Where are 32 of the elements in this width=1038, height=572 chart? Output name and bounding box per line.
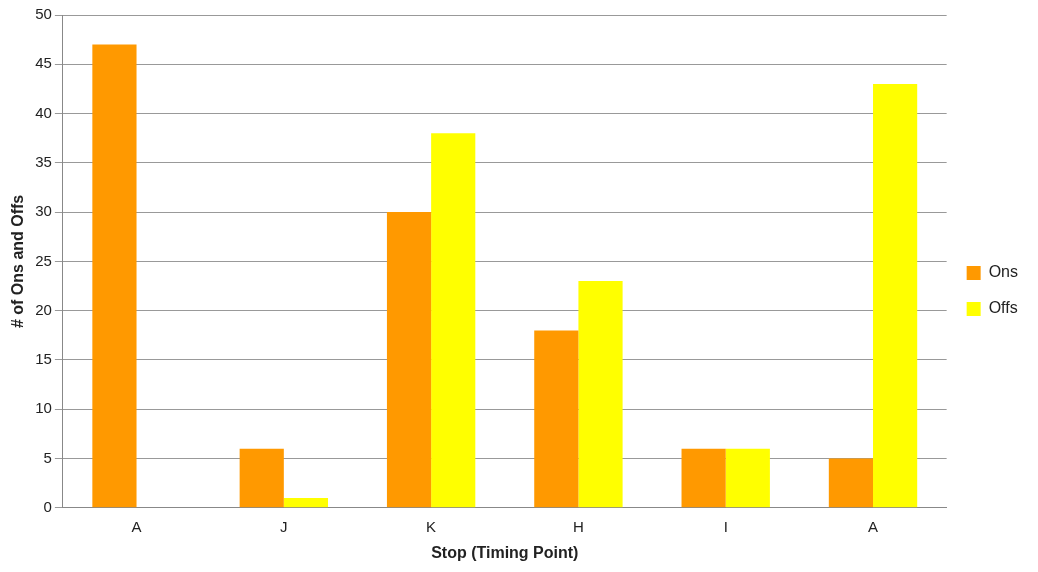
bar: [386, 212, 432, 508]
bar: [725, 448, 770, 508]
bar: [431, 133, 476, 508]
bar: [92, 44, 137, 508]
y-axis-title: # of Ons and Offs: [9, 194, 27, 329]
bar: [239, 448, 284, 508]
x-tick-label: J: [280, 517, 288, 535]
y-tick-label: 5: [43, 448, 52, 466]
x-axis-title: Stop (Timing Point): [431, 543, 579, 561]
y-tick-label: 40: [35, 103, 52, 121]
legend-label: Offs: [988, 299, 1018, 317]
y-tick-label: 20: [35, 300, 52, 318]
bar: [283, 497, 329, 508]
y-tick-label: 45: [35, 54, 52, 72]
y-tick-label: 0: [43, 497, 52, 515]
bar: [681, 448, 726, 508]
x-tick-label: A: [131, 517, 142, 535]
x-tick-label: A: [868, 517, 879, 535]
bar: [828, 458, 874, 508]
x-tick-label: K: [426, 517, 437, 535]
bar: [534, 330, 579, 508]
legend-label: Ons: [988, 263, 1018, 281]
y-tick-label: 35: [35, 152, 52, 170]
x-tick-label: I: [723, 517, 728, 535]
bar: [578, 281, 623, 508]
y-tick-label: 50: [35, 5, 52, 23]
y-tick-label: 25: [35, 251, 52, 269]
y-tick-label: 30: [35, 202, 52, 220]
bar: [873, 83, 918, 508]
x-tick-label: H: [573, 517, 584, 535]
y-tick-label: 15: [35, 350, 52, 368]
y-tick-label: 10: [35, 399, 52, 417]
